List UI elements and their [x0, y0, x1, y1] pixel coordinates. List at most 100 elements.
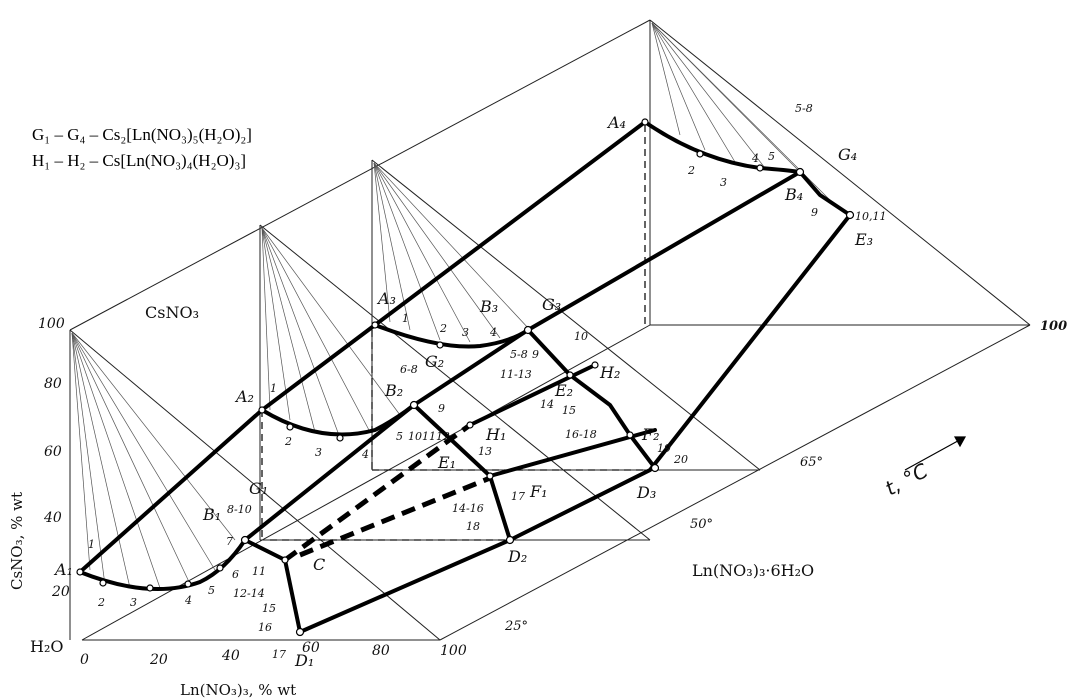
- n-25: 7: [226, 535, 233, 548]
- n-100: 10,11: [855, 210, 887, 223]
- n-25: 11: [252, 565, 266, 578]
- point-G2: G₂: [425, 352, 444, 371]
- n-50: 2: [284, 435, 292, 448]
- n-100: 4: [751, 152, 759, 165]
- temp-label: 100: [1040, 319, 1067, 334]
- tie-lines: [71, 22, 841, 589]
- n-25: 3: [130, 596, 137, 609]
- x-tick: 0: [80, 652, 89, 668]
- prism-frame: [69, 19, 1031, 641]
- temperature-labels: 25° 50° 65° 100: [504, 319, 1067, 634]
- y-tick: 20: [51, 584, 70, 600]
- n-25: 15: [262, 602, 276, 615]
- x-tick: 100: [440, 643, 467, 659]
- x-axis-title: Ln(NO₃)₃, % wt: [180, 681, 296, 699]
- temp-label: 25°: [504, 619, 528, 634]
- n-65: 19: [657, 442, 671, 455]
- temp-label: 65°: [800, 455, 823, 470]
- n-65: 4: [489, 326, 497, 339]
- point-A4: A₄: [606, 113, 626, 132]
- point-A1: A₁: [53, 560, 73, 579]
- temp-label: 50°: [690, 517, 713, 532]
- point-B4: B₄: [784, 185, 803, 204]
- n-25: 4: [184, 594, 192, 607]
- y-axis-title: CsNO₃, % wt: [8, 492, 26, 590]
- label-csno3: CsNO₃: [145, 303, 199, 322]
- n-50: 13: [478, 445, 492, 458]
- n-50: 12: [436, 430, 450, 443]
- n-65: 14: [540, 398, 554, 411]
- point-H2: H₂: [599, 363, 620, 382]
- point-labels: A₁ A₂ A₃ A₄ B₁ B₂ B₃ B₄ C D₁ D₂ D₃ E₁ E₂…: [53, 113, 873, 670]
- n-25: 6: [232, 568, 239, 581]
- point-B3: B₃: [479, 297, 498, 316]
- y-tick: 100: [38, 316, 65, 332]
- x-tick: 40: [221, 648, 240, 664]
- n-65: 5-8: [510, 348, 528, 361]
- point-D1: D₁: [294, 651, 314, 670]
- data-points: [76, 118, 855, 637]
- n-25: 12-14: [233, 587, 265, 600]
- n-50: 11: [422, 430, 436, 443]
- y-tick: 60: [44, 444, 62, 460]
- n-50: 1: [270, 382, 277, 395]
- point-F1: F₁: [529, 482, 548, 501]
- x-tick: 60: [302, 640, 320, 656]
- n-25: 16: [258, 621, 272, 634]
- n-65: 10: [574, 330, 588, 343]
- n-100: 2: [687, 164, 695, 177]
- n-65: 1: [402, 312, 409, 325]
- n-25: 17: [272, 648, 286, 661]
- x-tick: 80: [372, 643, 390, 659]
- x-tick: 20: [149, 652, 168, 668]
- point-D3: D₃: [636, 483, 656, 502]
- t-axis-title: t, °C: [881, 458, 932, 500]
- point-H1: H₁: [485, 425, 506, 444]
- n-50: 5: [396, 430, 403, 443]
- y-tick: 80: [44, 376, 62, 392]
- n-65: 9: [532, 348, 539, 361]
- boundary-lines: [78, 120, 852, 634]
- n-50: 10: [408, 430, 422, 443]
- point-B2: B₂: [384, 381, 403, 400]
- point-C: C: [313, 555, 325, 574]
- y-ticks: 100 80 60 40 20: [38, 316, 70, 600]
- n-25: 2: [97, 596, 105, 609]
- label-ln-hydrate: Ln(NO₃)₃·6H₂O: [692, 561, 814, 580]
- n-65: 3: [462, 326, 469, 339]
- n-65: 15: [562, 404, 576, 417]
- point-E2: E₂: [554, 381, 573, 400]
- legend-line-2: H₁ – H₂ – Cs[Ln(NO₃)₄(H₂O)₃]: [32, 151, 246, 170]
- n-50: 17: [511, 490, 525, 503]
- n-50: 4: [361, 448, 369, 461]
- n-50: 9: [438, 402, 445, 415]
- n-25: 1: [88, 538, 95, 551]
- point-A3: A₃: [376, 289, 396, 308]
- n-65: 20: [673, 453, 688, 466]
- point-A2: A₂: [234, 387, 254, 406]
- n-65: 2: [439, 322, 447, 335]
- n-100: 3: [720, 176, 727, 189]
- x-ticks: 0 20 40 60 80 100: [80, 640, 467, 668]
- legend-line-1: G₁ – G₄ – Cs₂[Ln(NO₃)₅(H₂O)₂]: [32, 125, 252, 144]
- point-G1: G₁: [249, 479, 268, 498]
- point-E1: E₁: [437, 453, 456, 472]
- n-65: 16-18: [565, 428, 597, 441]
- n-65: 11-13: [500, 368, 532, 381]
- n-100: 5-8: [795, 102, 813, 115]
- point-F2: F₂: [641, 425, 660, 444]
- n-50: 18: [466, 520, 480, 533]
- point-B1: B₁: [202, 505, 221, 524]
- n-100: 9: [811, 206, 818, 219]
- point-G4: G₄: [838, 145, 857, 164]
- t-axis-arrow: [904, 436, 967, 471]
- n-25: 5: [208, 584, 215, 597]
- n-50: 6-8: [400, 363, 418, 376]
- point-D2: D₂: [507, 547, 527, 566]
- composition-numbers: 1 2 3 4 5 6 7 8-10 11 12-14 15 16 17 1 2…: [88, 102, 887, 661]
- n-100: 5: [768, 150, 775, 163]
- n-25: 8-10: [227, 503, 252, 516]
- bold-dashed-lines: [283, 422, 491, 563]
- n-50: 14-16: [452, 502, 484, 515]
